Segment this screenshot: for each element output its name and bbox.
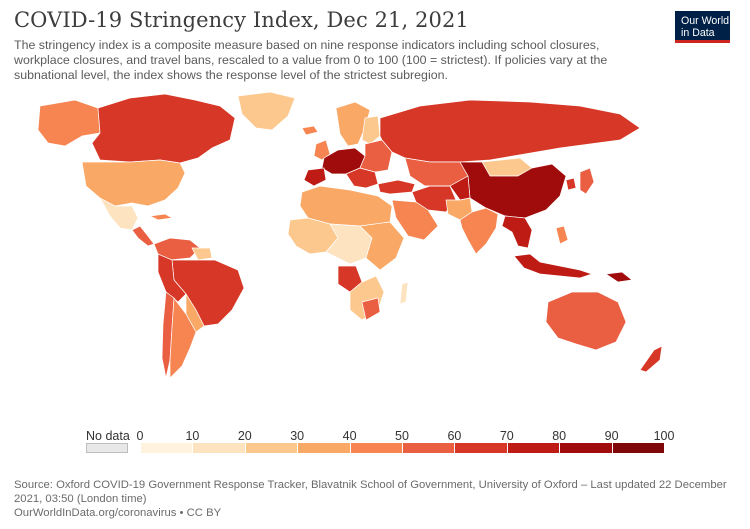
legend-tick-label: 90 [604,429,619,443]
color-legend: No data 0 10 20 30 40 50 60 70 80 90 100 [0,424,750,456]
region-indonesia[interactable] [513,253,593,279]
region-australia[interactable] [545,291,627,351]
legend-tick-label: 20 [237,429,252,443]
footer: Source: Oxford COVID-19 Government Respo… [14,478,734,520]
legend-bin[interactable] [559,443,612,453]
legend-bin[interactable] [611,443,664,453]
source-note: Source: Oxford COVID-19 Government Respo… [14,479,727,505]
region-paraguay-uruguay[interactable] [185,293,205,333]
legend-bin[interactable] [244,443,298,453]
region-iberia[interactable] [303,167,327,187]
chart-subtitle: The stringency index is a composite meas… [14,38,608,82]
legend-bin[interactable] [140,443,193,453]
legend-tick-label: 80 [552,429,567,443]
region-southeast-asia[interactable] [501,215,533,249]
legend-tick-label: 60 [447,429,462,443]
region-scandinavia[interactable] [335,101,371,147]
region-caribbean[interactable] [149,213,173,221]
region-mexico[interactable] [99,197,139,231]
region-greenland[interactable] [237,91,296,131]
region-andes[interactable] [157,253,187,303]
region-south-africa[interactable] [361,297,381,321]
region-philippines[interactable] [555,225,569,245]
legend-tick-label: 40 [342,429,357,443]
region-china[interactable] [459,161,567,219]
legend-bin[interactable] [297,443,350,453]
region-russia[interactable] [379,99,641,163]
region-png[interactable] [605,271,633,283]
region-finland[interactable] [361,115,381,145]
legend-bin[interactable] [506,443,560,453]
legend-tick-label: 50 [395,429,409,443]
region-india[interactable] [459,207,499,255]
region-turkey[interactable] [377,179,416,195]
legend-tick-label: 0 [136,429,144,443]
chart-title: COVID-19 Stringency Index, Dec 21, 2021 [14,8,469,32]
region-canada[interactable] [91,93,236,164]
logo-line-1: Our World [681,15,730,27]
region-alaska[interactable] [37,99,101,147]
region-madagascar[interactable] [399,281,409,305]
region-east-africa[interactable] [359,221,405,271]
region-korea[interactable] [565,177,577,191]
legend-tick-label: 100 [653,429,675,443]
owid-logo[interactable]: Our World in Data [675,11,730,43]
legend-bin[interactable] [192,443,245,453]
region-iceland[interactable] [301,125,319,136]
region-new-zealand[interactable] [639,345,663,373]
world-map [37,91,663,379]
legend-bin[interactable] [454,443,507,453]
credit-note: OurWorldInData.org/coronavirus • CC BY [14,507,222,519]
region-japan[interactable] [579,167,595,195]
region-guianas[interactable] [191,247,213,261]
region-arabia[interactable] [391,199,439,241]
legend-tick-label: 10 [185,429,200,443]
no-data-label: No data [86,429,130,443]
region-usa[interactable] [81,159,186,207]
legend-bin[interactable] [349,443,402,453]
region-argentina[interactable] [169,297,197,379]
logo-line-2: in Data [681,27,715,39]
region-central-america[interactable] [131,225,155,247]
legend-tick-label: 30 [290,429,305,443]
legend-tick-label: 70 [499,429,514,443]
no-data-swatch [86,443,128,453]
legend-bin[interactable] [402,443,455,453]
